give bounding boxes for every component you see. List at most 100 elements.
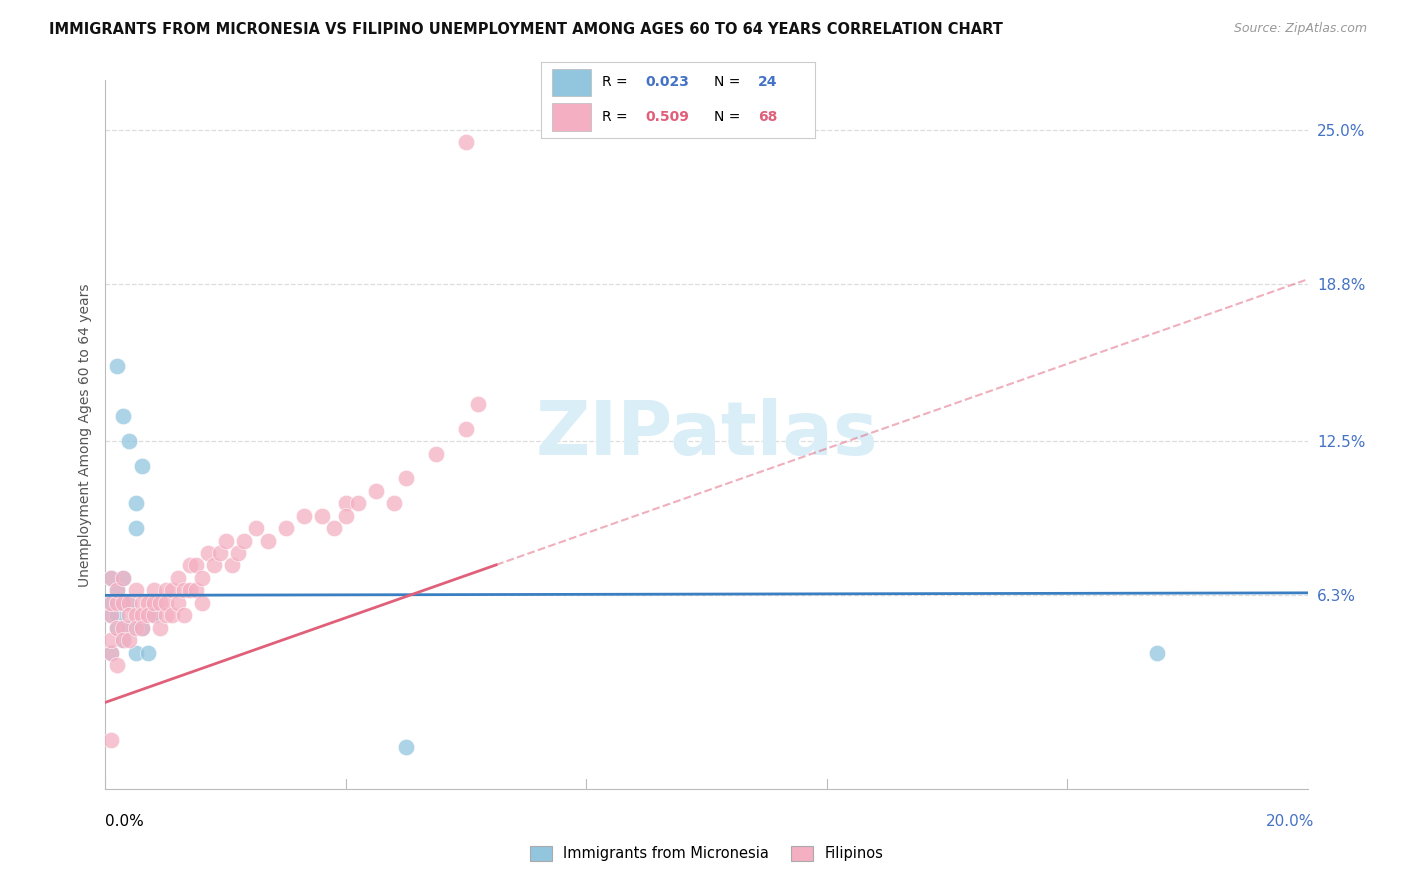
Point: [107, 583, 129, 598]
Point: [364, 483, 387, 498]
Point: [112, 621, 135, 635]
Text: 0.023: 0.023: [645, 75, 689, 89]
Point: [202, 558, 225, 573]
Point: [124, 496, 146, 510]
Point: [107, 583, 129, 598]
Text: ZIPatlas: ZIPatlas: [536, 399, 877, 471]
Point: [166, 596, 188, 610]
Point: [112, 571, 135, 585]
Point: [454, 422, 477, 436]
Point: [347, 496, 370, 510]
Point: [232, 533, 254, 548]
Point: [245, 521, 267, 535]
Point: [155, 596, 177, 610]
Point: [197, 546, 219, 560]
Point: [136, 596, 159, 610]
Point: [107, 608, 129, 623]
Point: [256, 533, 278, 548]
Point: [100, 633, 122, 648]
Point: [118, 608, 141, 623]
Point: [100, 646, 122, 660]
Point: [425, 446, 447, 460]
Point: [112, 596, 135, 610]
Text: 0.0%: 0.0%: [105, 814, 145, 829]
Point: [179, 558, 201, 573]
Point: [160, 608, 183, 623]
Point: [467, 397, 489, 411]
Point: [142, 608, 165, 623]
Point: [274, 521, 297, 535]
Point: [118, 596, 141, 610]
Text: N =: N =: [714, 110, 745, 124]
Point: [1146, 646, 1168, 660]
Point: [100, 608, 122, 623]
Point: [214, 533, 236, 548]
Point: [190, 596, 212, 610]
Point: [160, 583, 183, 598]
Point: [100, 571, 122, 585]
Point: [118, 434, 141, 448]
Text: 0.509: 0.509: [645, 110, 689, 124]
Point: [395, 471, 418, 485]
Point: [118, 633, 141, 648]
Point: [100, 608, 122, 623]
Text: R =: R =: [602, 75, 631, 89]
Point: [454, 136, 477, 150]
Point: [221, 558, 243, 573]
Text: 20.0%: 20.0%: [1267, 814, 1315, 829]
Point: [335, 496, 357, 510]
Text: IMMIGRANTS FROM MICRONESIA VS FILIPINO UNEMPLOYMENT AMONG AGES 60 TO 64 YEARS CO: IMMIGRANTS FROM MICRONESIA VS FILIPINO U…: [49, 22, 1002, 37]
Text: Source: ZipAtlas.com: Source: ZipAtlas.com: [1233, 22, 1367, 36]
Point: [107, 359, 129, 374]
Point: [124, 646, 146, 660]
Point: [107, 621, 129, 635]
Point: [179, 583, 201, 598]
Point: [335, 508, 357, 523]
Point: [142, 608, 165, 623]
Point: [155, 608, 177, 623]
Point: [208, 546, 231, 560]
Point: [142, 583, 165, 598]
Bar: [553, 103, 591, 130]
Point: [100, 596, 122, 610]
Point: [107, 621, 129, 635]
Point: [118, 596, 141, 610]
Point: [112, 633, 135, 648]
Point: [131, 621, 153, 635]
Point: [136, 608, 159, 623]
Point: [148, 596, 170, 610]
Point: [112, 409, 135, 424]
Point: [142, 596, 165, 610]
Bar: [553, 69, 591, 95]
Point: [148, 621, 170, 635]
Point: [124, 608, 146, 623]
Point: [173, 583, 195, 598]
Point: [100, 596, 122, 610]
Text: 24: 24: [758, 75, 778, 89]
Text: N =: N =: [714, 75, 745, 89]
Point: [112, 596, 135, 610]
Point: [322, 521, 344, 535]
Point: [166, 571, 188, 585]
Point: [136, 646, 159, 660]
Point: [124, 521, 146, 535]
Point: [107, 596, 129, 610]
Point: [190, 571, 212, 585]
Point: [184, 558, 207, 573]
Point: [112, 633, 135, 648]
Point: [173, 608, 195, 623]
Point: [184, 583, 207, 598]
Point: [131, 621, 153, 635]
Point: [100, 646, 122, 660]
Point: [382, 496, 405, 510]
Point: [311, 508, 333, 523]
Point: [100, 571, 122, 585]
Point: [131, 596, 153, 610]
Text: 68: 68: [758, 110, 778, 124]
Point: [118, 621, 141, 635]
Point: [131, 608, 153, 623]
Point: [107, 658, 129, 673]
Point: [395, 740, 418, 755]
Point: [292, 508, 315, 523]
Point: [112, 571, 135, 585]
